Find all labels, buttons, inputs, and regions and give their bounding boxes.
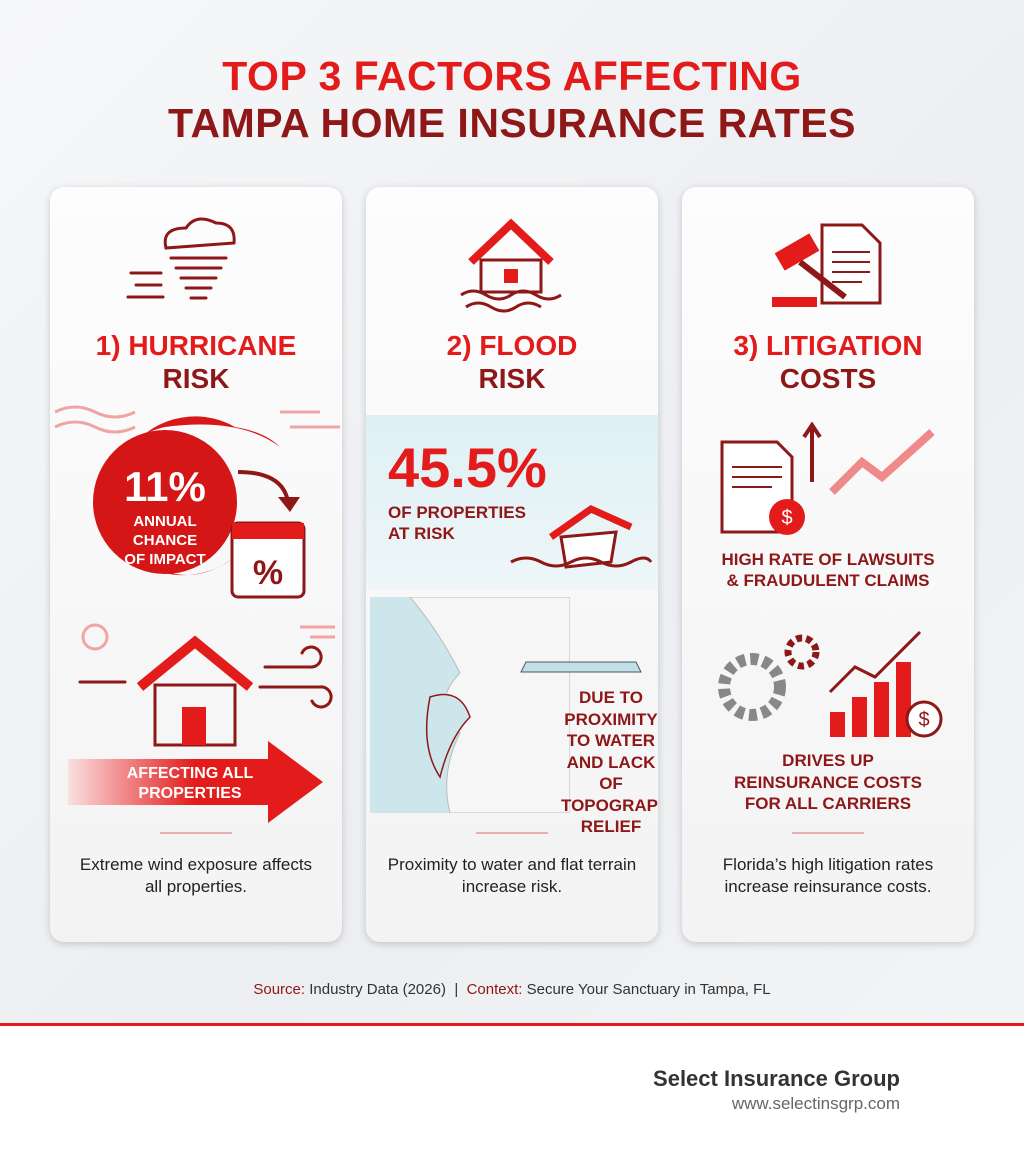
title-line-2: TAMPA HOME INSURANCE RATES: [168, 100, 856, 146]
flat-terrain-icon: [520, 661, 642, 673]
svg-text:%: %: [253, 554, 283, 592]
card-flood: 2) FLOOD RISK 45.5% OF PROPERTIES AT RISK …: [366, 187, 658, 942]
tampa-bay-map: [370, 597, 570, 813]
sinking-house-icon: [510, 504, 653, 569]
description: Extreme wind exposure affects all proper…: [79, 855, 313, 896]
brand: Select Insurance Group www.selectinsgrp.…: [653, 1066, 900, 1114]
reinsurance-text: DRIVES UP REINSURANCE COSTS FOR ALL CARRIE…: [734, 751, 922, 813]
heading: 1) HURRICANE RISK: [95, 330, 297, 394]
flood-stat-label: OF PROPERTIES AT RISK: [388, 503, 526, 543]
calendar-percent-icon: %: [230, 470, 306, 599]
hurricane-stat: 11%: [124, 463, 206, 510]
gavel-document-icon: [772, 223, 882, 307]
heading: 3) LITIGATION COSTS: [733, 330, 923, 394]
flood-stat: 45.5%: [388, 436, 547, 499]
gears-chart-icon: $: [718, 630, 943, 738]
arrow-banner: [68, 741, 323, 823]
hurricane-swirl-icon: [54, 405, 340, 576]
divider: [160, 832, 232, 834]
card-litigation: 3) LITIGATION COSTS $ HIGH RATE OF LAWSUI…: [682, 187, 974, 942]
flooded-house-icon: [460, 218, 562, 313]
card-hurricane: 1) HURRICANE RISK 11% ANNUAL CHANCE OF IMPA…: [50, 187, 342, 942]
heading: 2) FLOOD RISK: [446, 330, 578, 394]
tornado-icon: [126, 217, 236, 300]
lawsuit-text: HIGH RATE OF LAWSUITS & FRAUDULENT CLAIMS: [721, 550, 935, 590]
svg-text:$: $: [918, 709, 929, 731]
hurricane-stat-label: ANNUAL CHANCE OF IMPACT: [124, 513, 206, 568]
description: Florida’s high litigation rates increase…: [722, 855, 934, 896]
divider: [476, 832, 548, 834]
flood-note: DUE TO PROXIMITY TO WATER AND LACK OF TOPOGR…: [561, 688, 658, 836]
svg-text:$: $: [781, 507, 792, 529]
title-line-1: TOP 3 FACTORS AFFECTING: [222, 53, 802, 99]
red-divider: [0, 1023, 1024, 1026]
banner-text: AFFECTING ALL PROPERTIES: [126, 765, 254, 802]
house-wind-icon: [78, 623, 335, 747]
brand-url[interactable]: www.selectinsgrp.com: [731, 1094, 900, 1113]
divider: [792, 832, 864, 834]
brand-name: Select Insurance Group: [653, 1066, 900, 1091]
description: Proximity to water and flat terrain incr…: [387, 855, 637, 896]
lawsuit-rising-icon: $: [720, 422, 935, 535]
source-line: Source: Industry Data (2026) | Context: …: [253, 981, 771, 998]
